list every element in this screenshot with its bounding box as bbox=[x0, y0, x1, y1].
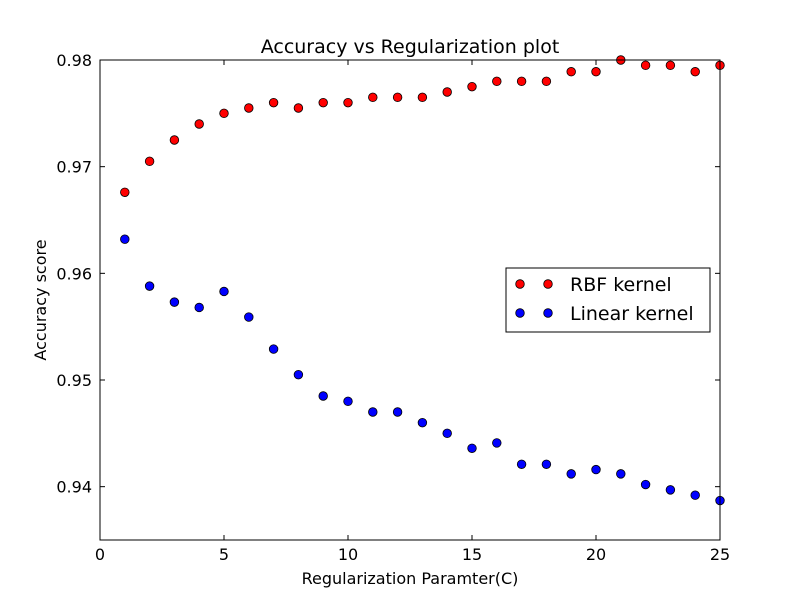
x-axis-ticks: 0 5 10 15 20 25 bbox=[95, 60, 730, 564]
point-rbf bbox=[368, 92, 378, 103]
legend-marker-linear bbox=[515, 308, 525, 318]
y-tick-label: 0.97 bbox=[56, 158, 92, 177]
legend-marker-rbf bbox=[543, 279, 553, 289]
point-linear bbox=[343, 396, 353, 407]
legend-label-linear: Linear kernel bbox=[570, 303, 694, 325]
x-tick-label: 20 bbox=[586, 545, 606, 564]
point-linear bbox=[194, 302, 204, 313]
point-rbf bbox=[591, 67, 601, 77]
legend: RBF kernel Linear kernel bbox=[505, 267, 711, 333]
point-linear bbox=[368, 407, 378, 417]
point-linear bbox=[566, 469, 576, 479]
y-tick-label: 0.95 bbox=[56, 371, 92, 390]
point-linear bbox=[169, 297, 180, 307]
point-linear bbox=[516, 459, 527, 469]
point-rbf bbox=[442, 87, 452, 97]
point-rbf bbox=[516, 76, 527, 87]
x-axis-label: Regularization Paramter(C) bbox=[302, 569, 519, 588]
point-rbf bbox=[392, 92, 403, 103]
y-tick-label: 0.98 bbox=[56, 51, 92, 70]
point-rbf bbox=[343, 97, 353, 108]
y-tick-label: 0.94 bbox=[56, 478, 92, 497]
point-linear bbox=[417, 417, 428, 428]
plot-frame bbox=[99, 59, 721, 541]
point-rbf bbox=[467, 81, 477, 92]
y-axis-ticks: 0.94 0.95 0.96 0.97 0.98 bbox=[56, 51, 720, 497]
legend-label-rbf: RBF kernel bbox=[570, 274, 672, 296]
x-tick-label: 0 bbox=[95, 545, 105, 564]
point-rbf bbox=[417, 92, 428, 103]
point-linear bbox=[244, 312, 254, 322]
point-linear bbox=[293, 369, 304, 380]
point-rbf bbox=[690, 67, 700, 77]
point-linear bbox=[120, 234, 130, 244]
point-linear bbox=[442, 428, 452, 439]
point-linear bbox=[219, 286, 229, 297]
point-rbf bbox=[244, 103, 254, 113]
point-linear bbox=[492, 438, 502, 448]
point-linear bbox=[392, 407, 403, 417]
point-linear bbox=[268, 344, 279, 354]
point-linear bbox=[541, 459, 552, 469]
point-rbf bbox=[194, 119, 204, 129]
x-tick-label: 15 bbox=[462, 545, 482, 564]
legend-marker-linear bbox=[543, 308, 553, 318]
point-rbf bbox=[541, 76, 552, 87]
point-rbf bbox=[293, 103, 304, 113]
x-tick-label: 25 bbox=[710, 545, 730, 564]
x-tick-label: 10 bbox=[338, 545, 358, 564]
point-rbf bbox=[665, 60, 676, 71]
chart-title: Accuracy vs Regularization plot bbox=[261, 36, 560, 58]
point-rbf bbox=[219, 108, 229, 119]
legend-marker-rbf bbox=[515, 279, 525, 289]
point-rbf bbox=[169, 135, 180, 145]
legend-box bbox=[505, 267, 711, 333]
point-rbf bbox=[318, 97, 328, 108]
point-linear bbox=[591, 464, 601, 475]
point-linear bbox=[690, 490, 700, 500]
y-tick-label: 0.96 bbox=[56, 264, 92, 283]
y-axis-label: Accuracy score bbox=[31, 239, 50, 360]
point-rbf bbox=[492, 76, 502, 87]
point-linear bbox=[144, 281, 155, 291]
point-linear bbox=[467, 443, 477, 453]
point-linear bbox=[665, 485, 676, 495]
point-linear bbox=[640, 479, 651, 490]
point-rbf bbox=[566, 67, 576, 77]
point-rbf bbox=[640, 60, 651, 71]
point-linear bbox=[318, 391, 328, 401]
point-rbf bbox=[120, 187, 130, 197]
x-tick-label: 5 bbox=[219, 545, 229, 564]
point-rbf bbox=[268, 97, 279, 108]
point-linear bbox=[616, 469, 626, 479]
point-rbf bbox=[144, 156, 155, 167]
